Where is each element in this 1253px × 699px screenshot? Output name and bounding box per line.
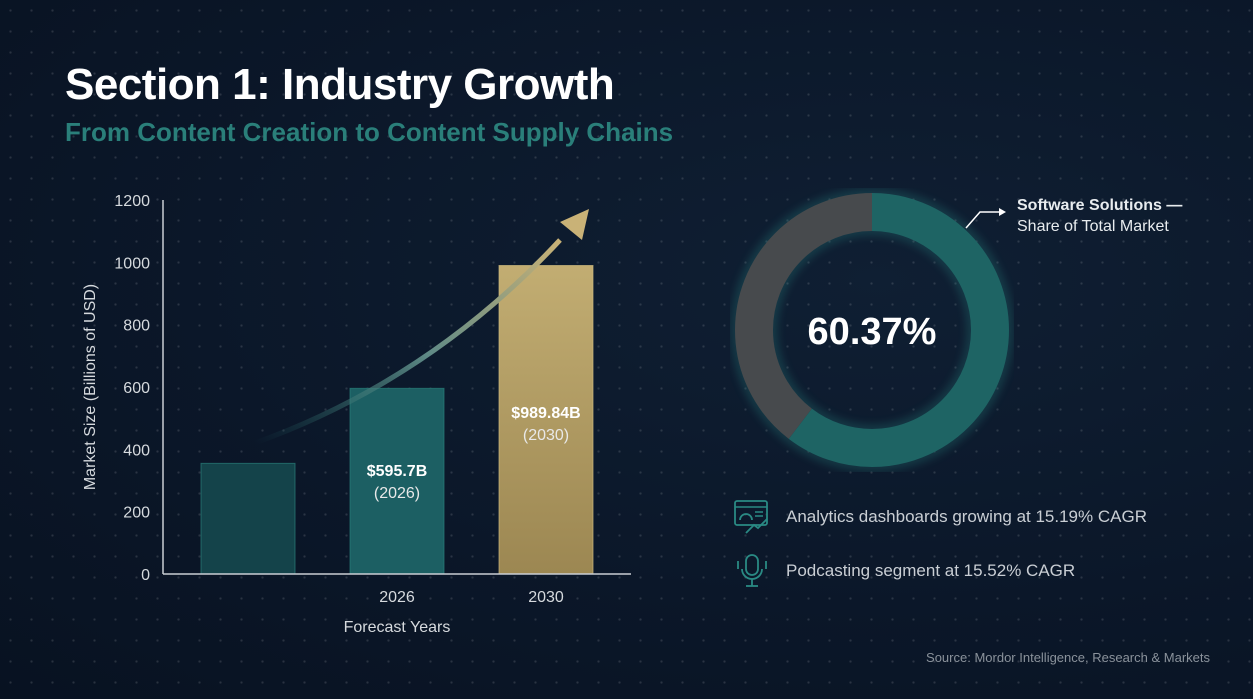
y-axis-label: Market Size (Billions of USD) bbox=[82, 284, 99, 490]
y-tick-label: 1000 bbox=[114, 255, 150, 272]
x-axis-label: Forecast Years bbox=[344, 619, 451, 636]
source-note: Source: Mordor Intelligence, Research & … bbox=[926, 650, 1210, 665]
growth-arrow-head bbox=[560, 209, 589, 240]
bar-base bbox=[200, 462, 296, 575]
bar-year-label: (2030) bbox=[523, 427, 569, 444]
x-tick-label: 2026 bbox=[379, 589, 415, 606]
stat-analytics: Analytics dashboards growing at 15.19% C… bbox=[734, 500, 1147, 534]
bar-value-label: $595.7B bbox=[367, 463, 428, 480]
analytics-dashboard-icon bbox=[734, 500, 768, 534]
bar-2026 bbox=[349, 387, 445, 575]
page-title: Section 1: Industry Growth bbox=[65, 60, 615, 109]
y-tick-label: 600 bbox=[123, 380, 150, 397]
bar-value-label: $989.84B bbox=[511, 405, 580, 422]
donut-center-label: 60.37% bbox=[808, 311, 937, 353]
podcast-microphone-icon bbox=[737, 554, 767, 587]
stat-text: Podcasting segment at 15.52% CAGR bbox=[786, 561, 1076, 580]
stat-podcasting: Podcasting segment at 15.52% CAGR bbox=[734, 554, 1075, 588]
page-subtitle: From Content Creation to Content Supply … bbox=[65, 117, 674, 147]
annotation-title: Software Solutions — bbox=[1017, 197, 1183, 214]
y-tick-label: 200 bbox=[123, 505, 150, 522]
growth-arrow bbox=[254, 238, 562, 446]
y-tick-label: 1200 bbox=[114, 193, 150, 210]
x-tick-label: 2030 bbox=[528, 589, 564, 606]
donut-slice-other bbox=[735, 193, 1009, 467]
bar-year-label: (2026) bbox=[374, 485, 420, 502]
annotation-arrowhead bbox=[999, 208, 1006, 216]
stat-text: Analytics dashboards growing at 15.19% C… bbox=[786, 507, 1147, 526]
annotation-leader-line bbox=[965, 211, 1000, 229]
donut-annotation: Software Solutions — Share of Total Mark… bbox=[1017, 195, 1182, 237]
bar-2030 bbox=[498, 264, 594, 575]
y-tick-label: 800 bbox=[123, 318, 150, 335]
y-tick-label: 400 bbox=[123, 442, 150, 459]
donut-chart bbox=[730, 188, 1014, 472]
annotation-text: Share of Total Market bbox=[1017, 218, 1169, 235]
y-tick-label: 0 bbox=[141, 567, 150, 584]
